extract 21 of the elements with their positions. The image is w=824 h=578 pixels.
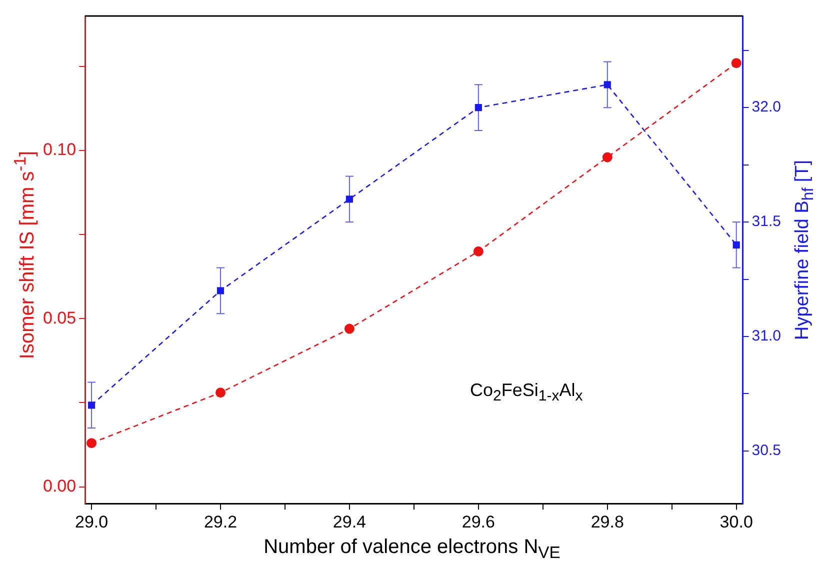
point <box>216 388 226 398</box>
y2-tick-label: 32.0 <box>752 98 782 116</box>
x-tick-label: 29.2 <box>204 512 238 532</box>
y2-tick-label: 30.5 <box>752 442 782 460</box>
point <box>86 438 97 448</box>
annotation: Co$_{2}$FeSi$_{1-x}$Al$_{x}$ <box>470 380 583 405</box>
x-tick-label: 29.8 <box>590 512 624 532</box>
point <box>344 324 354 334</box>
y-tick-label: 0.10 <box>42 140 76 160</box>
y-tick-label: 0.05 <box>42 308 76 328</box>
x-tick-label: 29.6 <box>462 512 495 532</box>
y2-tick-label: 31.0 <box>752 328 782 345</box>
x-tick-label: 30.0 <box>720 512 753 532</box>
x-axis-title: Number of valence electrons N$_{VE}$ <box>262 536 562 563</box>
point <box>731 58 742 68</box>
y-tick-label: 0.00 <box>42 476 76 496</box>
x-tick-label: 29.0 <box>74 512 108 532</box>
x-tick-label: 29.4 <box>332 512 366 532</box>
point <box>473 246 484 256</box>
y2-tick-label: 31.5 <box>752 213 782 230</box>
point <box>602 152 612 162</box>
